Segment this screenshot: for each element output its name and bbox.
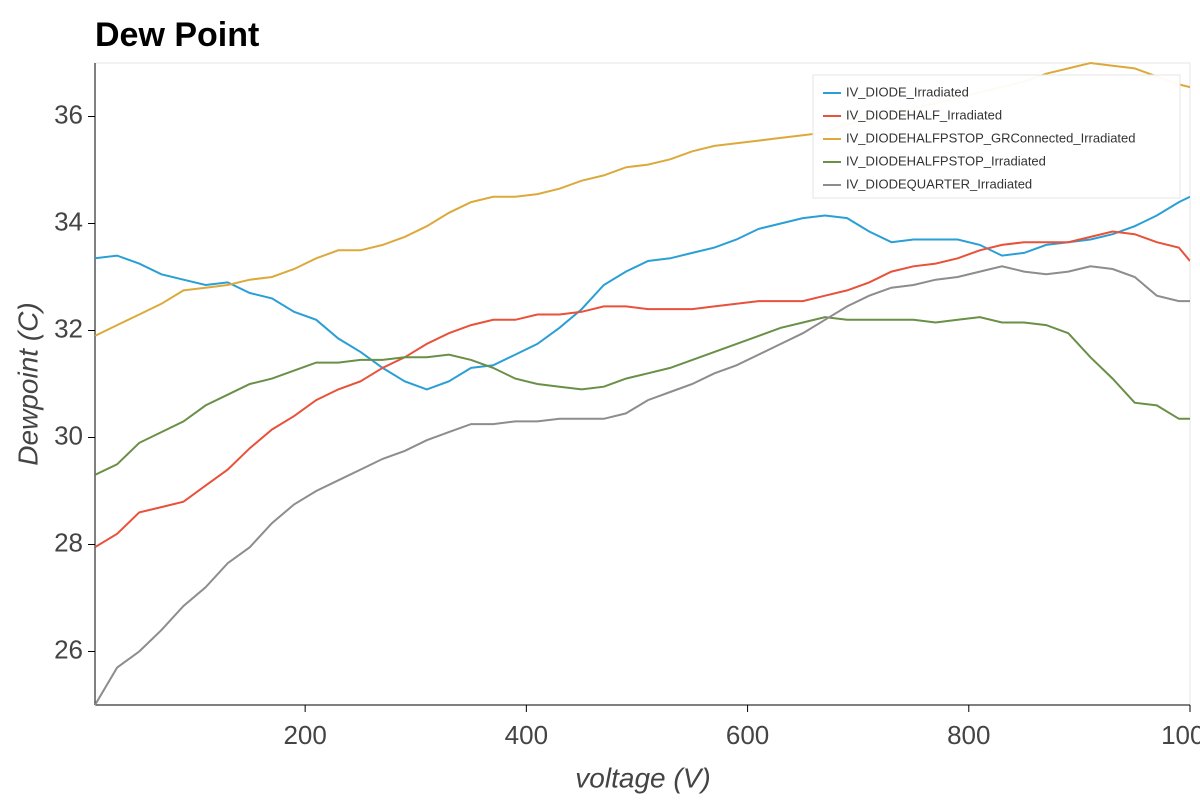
- legend-label: IV_DIODEHALFPSTOP_GRConnected_Irradiated: [846, 130, 1136, 145]
- x-tick-label: 800: [947, 720, 990, 750]
- y-tick-label: 26: [54, 634, 83, 664]
- legend-label: IV_DIODE_Irradiated: [846, 84, 969, 99]
- series-line: [95, 316, 1190, 476]
- y-axis-label: Dewpoint (C): [12, 302, 43, 465]
- y-tick-label: 32: [54, 313, 83, 343]
- x-tick-label: 400: [505, 720, 548, 750]
- y-tick-label: 30: [54, 420, 83, 450]
- y-tick-label: 28: [54, 527, 83, 557]
- legend-label: IV_DIODEHALF_Irradiated: [846, 107, 1002, 122]
- series-line: [95, 195, 1190, 391]
- legend-label: IV_DIODEHALFPSTOP_Irradiated: [846, 153, 1046, 168]
- y-tick-label: 34: [54, 206, 83, 236]
- x-tick-label: 1000: [1161, 720, 1200, 750]
- series-line: [95, 230, 1190, 549]
- series-line: [95, 265, 1190, 706]
- x-axis-label: voltage (V): [575, 762, 710, 793]
- y-tick-label: 36: [54, 99, 83, 129]
- x-tick-label: 200: [283, 720, 326, 750]
- legend-label: IV_DIODEQUARTER_Irradiated: [846, 176, 1032, 191]
- legend-box: [812, 74, 1181, 199]
- chart-title: Dew Point: [95, 16, 259, 54]
- x-tick-label: 600: [726, 720, 769, 750]
